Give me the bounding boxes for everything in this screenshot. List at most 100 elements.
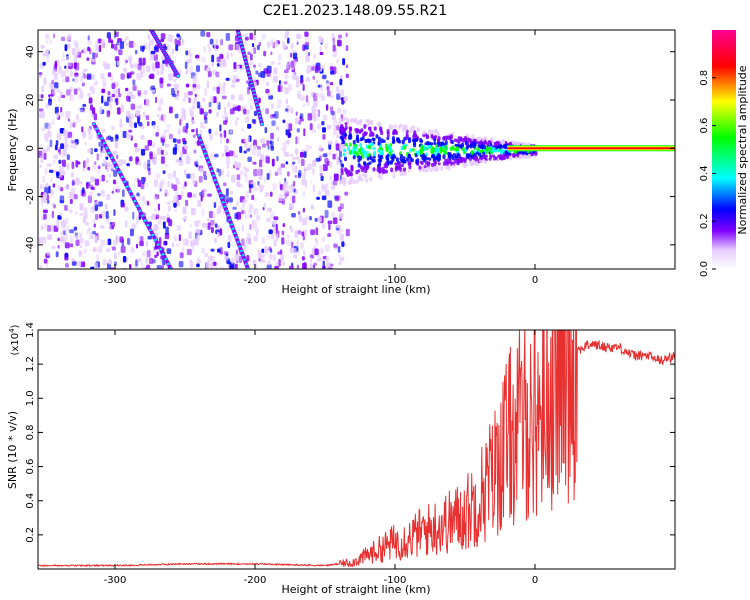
heatmap-cell: [397, 124, 401, 130]
heatmap-cell: [265, 156, 270, 164]
heatmap-cell: [468, 157, 472, 161]
heatmap-cell: [47, 163, 52, 167]
heatmap-cell: [305, 77, 310, 82]
heatmap-cell: [266, 218, 271, 222]
heatmap-cell: [451, 145, 455, 150]
heatmap-cell: [362, 150, 366, 155]
heatmap-cell: [234, 21, 237, 24]
heatmap-cell: [334, 196, 340, 202]
heatmap-cell: [258, 175, 263, 180]
heatmap-cell: [426, 141, 430, 146]
heatmap-cell: [167, 181, 171, 188]
heatmap-cell: [325, 183, 329, 190]
heatmap-cell: [268, 253, 273, 260]
heatmap-cell: [142, 14, 145, 17]
heatmap-cell: [244, 175, 248, 182]
heatmap-cell: [168, 38, 174, 43]
heatmap-cell: [312, 168, 315, 176]
heatmap-cell: [71, 161, 75, 169]
heatmap-cell: [247, 136, 251, 144]
heatmap-cell: [204, 116, 208, 124]
heatmap-cell: [442, 161, 446, 166]
heatmap-cell: [74, 62, 77, 67]
heatmap-cell: [181, 190, 184, 198]
heatmap-cell: [227, 234, 232, 243]
heatmap-cell: [312, 184, 316, 193]
heatmap-cell: [174, 236, 178, 242]
heatmap-cell: [322, 134, 326, 140]
heatmap-cell: [339, 135, 343, 140]
heatmap-cell: [161, 133, 167, 139]
heatmap-cell: [168, 73, 173, 81]
heatmap-cell: [196, 159, 199, 165]
heatmap-cell: [50, 177, 53, 183]
heatmap-cell: [67, 208, 70, 213]
heatmap-cell: [472, 160, 476, 166]
heatmap-cell: [174, 38, 178, 46]
heatmap-cell: [57, 149, 61, 153]
heatmap-cell: [132, 79, 136, 86]
heatmap-cell: [221, 267, 226, 269]
heatmap-cell: [185, 156, 191, 165]
heatmap-cell: [101, 190, 105, 197]
heatmap-cell: [430, 129, 434, 134]
heatmap-cell: [116, 107, 121, 115]
heatmap-cell: [236, 65, 240, 69]
heatmap-cell: [121, 159, 127, 164]
heatmap-cell: [204, 87, 208, 96]
heatmap-cell: [64, 44, 68, 52]
heatmap-cell: [235, 43, 241, 50]
heatmap-cell: [61, 159, 66, 168]
heatmap-cell: [203, 175, 208, 180]
heatmap-cell: [339, 149, 342, 158]
heatmap-cell: [366, 154, 370, 158]
heatmap-cell: [238, 94, 244, 101]
heatmap-cell: [469, 160, 473, 164]
heatmap-cell: [46, 55, 50, 63]
heatmap-cell: [182, 184, 185, 190]
heatmap-cell: [451, 156, 455, 161]
heatmap-cell: [38, 144, 43, 148]
heatmap-cell: [428, 144, 432, 149]
heatmap-cell: [431, 135, 435, 140]
heatmap-cell: [309, 257, 313, 263]
heatmap-cell: [40, 110, 45, 119]
heatmap-cell: [149, 53, 154, 61]
heatmap-cell: [224, 112, 228, 120]
heatmap-cell: [444, 144, 448, 150]
heatmap-cell: [369, 176, 373, 182]
heatmap-cell: [456, 160, 460, 166]
heatmap-cell: [216, 208, 222, 214]
heatmap-cell: [434, 152, 438, 157]
heatmap-cell: [392, 174, 396, 179]
heatmap-cell: [201, 247, 205, 254]
heatmap-cell: [86, 229, 89, 235]
heatmap-cell: [49, 83, 55, 90]
heatmap-cell: [134, 122, 137, 129]
heatmap-cell: [40, 155, 44, 164]
heatmap-cell: [51, 224, 55, 233]
heatmap-cell: [337, 40, 341, 47]
heatmap-cell: [145, 21, 149, 25]
heatmap-cell: [355, 151, 359, 157]
heatmap-cell: [278, 166, 282, 172]
heatmap-cell: [38, 108, 44, 112]
heatmap-cell: [343, 96, 348, 102]
colorbar-tick-label: 0.6: [699, 118, 710, 134]
heatmap-cell: [290, 107, 294, 114]
heatmap-cell: [285, 98, 289, 105]
heatmap-cell: [294, 148, 297, 154]
heatmap-cell: [225, 156, 231, 164]
heatmap-cell: [58, 169, 62, 178]
heatmap-cell: [206, 32, 211, 38]
heatmap-cell: [82, 103, 87, 108]
heatmap-cell: [67, 33, 72, 41]
heatmap-cell: [372, 167, 376, 172]
heatmap-cell: [335, 128, 340, 137]
heatmap-cell: [442, 154, 446, 160]
heatmap-cell: [375, 134, 379, 139]
heatmap-cell: [68, 191, 73, 199]
heatmap-cell: [46, 131, 52, 137]
heatmap-cell: [292, 195, 296, 204]
heatmap-cell: [175, 243, 180, 247]
